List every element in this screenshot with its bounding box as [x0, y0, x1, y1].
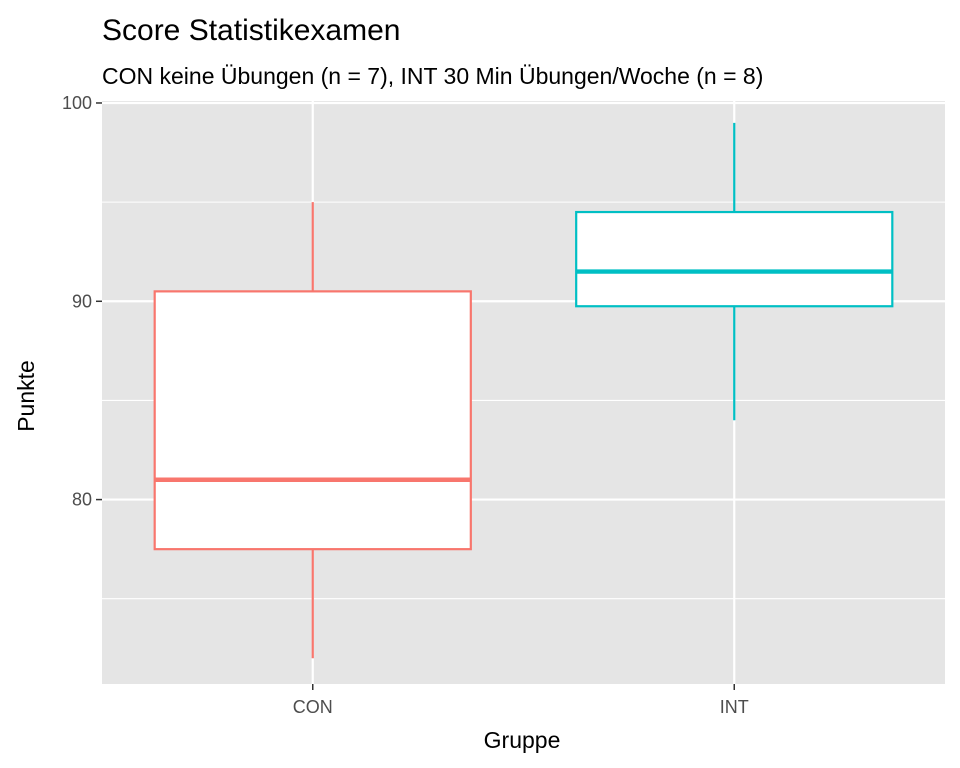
x-axis-title: Gruppe: [484, 727, 561, 753]
y-axis: 80 90 100: [62, 93, 102, 510]
chart-subtitle: CON keine Übungen (n = 7), INT 30 Min Üb…: [102, 63, 763, 89]
chart-title: Score Statistikexamen: [102, 14, 400, 47]
box-con: [153, 202, 472, 659]
x-tick-label: INT: [720, 697, 749, 717]
x-tick-label: CON: [293, 697, 333, 717]
y-tick-label: 80: [72, 490, 92, 510]
iqr-box: [575, 210, 894, 308]
box-series: [153, 122, 894, 659]
y-tick-label: 90: [72, 291, 92, 311]
y-tick-label: 100: [62, 93, 92, 113]
x-axis: CON INT: [293, 684, 749, 717]
y-axis-title: Punkte: [13, 360, 39, 432]
box-int: [575, 122, 894, 421]
iqr-box: [153, 290, 472, 551]
